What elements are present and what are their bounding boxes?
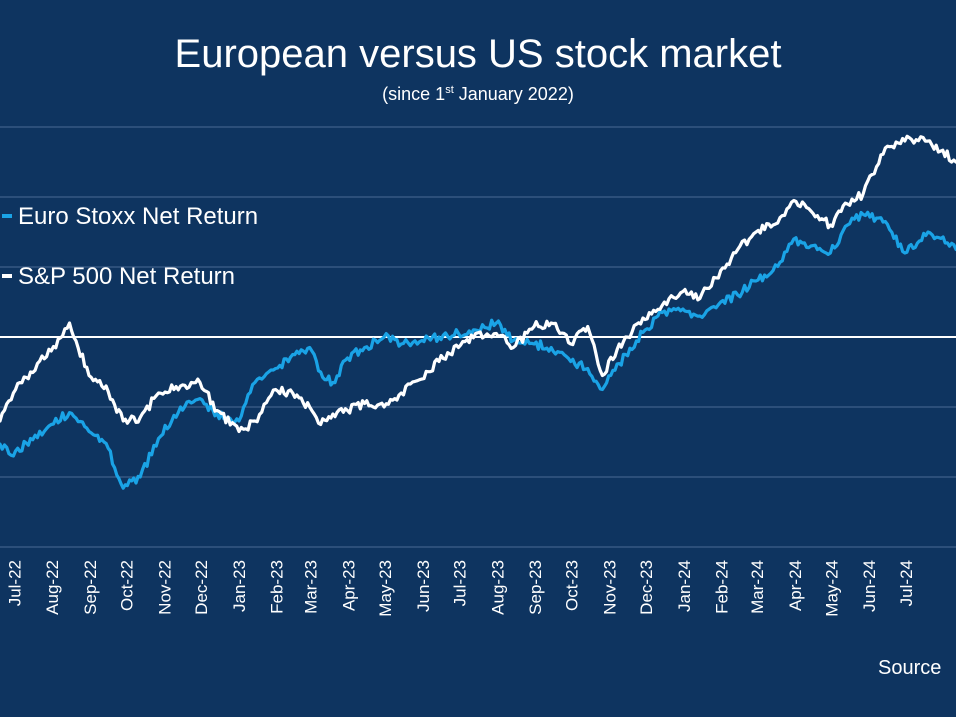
chart-subtitle: (since 1st January 2022) bbox=[0, 84, 956, 105]
x-tick-label: Oct-22 bbox=[118, 560, 137, 611]
x-tick-label: Aug-23 bbox=[488, 560, 507, 615]
euro-stoxx-series-line bbox=[0, 210, 956, 490]
x-tick-label: Jun-24 bbox=[860, 560, 879, 612]
x-tick-label: Oct-23 bbox=[563, 560, 582, 611]
legend: Euro Stoxx Net Return S&P 500 Net Return bbox=[2, 203, 258, 290]
chart-title: European versus US stock market bbox=[174, 32, 782, 76]
x-tick-label: Sep-22 bbox=[81, 560, 100, 615]
source-label: Source bbox=[878, 657, 942, 679]
x-tick-label: Mar-23 bbox=[302, 560, 321, 614]
x-tick-label: Dec-23 bbox=[637, 560, 656, 615]
x-tick-label: Nov-23 bbox=[600, 560, 619, 615]
x-tick-label: Jul-22 bbox=[5, 560, 24, 606]
x-tick-label: May-24 bbox=[822, 560, 841, 617]
subtitle-before: (since 1 bbox=[382, 84, 446, 104]
x-tick-label: Nov-22 bbox=[155, 560, 174, 615]
x-tick-label: Sep-23 bbox=[526, 560, 545, 615]
grid-lines bbox=[0, 126, 956, 548]
x-tick-label: Jul-23 bbox=[450, 560, 469, 606]
x-tick-label: Apr-24 bbox=[786, 560, 805, 611]
x-tick-label: Apr-23 bbox=[340, 560, 359, 611]
sp500-series-line bbox=[0, 134, 956, 434]
x-tick-label: Jan-23 bbox=[230, 560, 249, 612]
x-tick-label: Jun-23 bbox=[414, 560, 433, 612]
x-tick-label: Aug-22 bbox=[43, 560, 62, 615]
subtitle-superscript: st bbox=[445, 84, 454, 96]
subtitle-after: January 2022) bbox=[453, 84, 574, 104]
x-tick-label: Jul-24 bbox=[897, 560, 916, 606]
x-tick-label: Jan-24 bbox=[675, 560, 694, 612]
x-tick-label: Mar-24 bbox=[748, 560, 767, 614]
x-axis-ticks: Jul-22 Aug-22 Sep-22 Oct-22 Nov-22 Dec-22 Jan-… bbox=[5, 560, 915, 617]
x-tick-label: Dec-22 bbox=[192, 560, 211, 615]
series-lines bbox=[0, 134, 956, 490]
x-tick-label: Feb-23 bbox=[268, 560, 287, 614]
legend-label: Euro Stoxx Net Return bbox=[18, 203, 258, 230]
legend-label: S&P 500 Net Return bbox=[18, 263, 235, 290]
x-tick-label: Feb-24 bbox=[713, 560, 732, 614]
x-tick-label: May-23 bbox=[376, 560, 395, 617]
